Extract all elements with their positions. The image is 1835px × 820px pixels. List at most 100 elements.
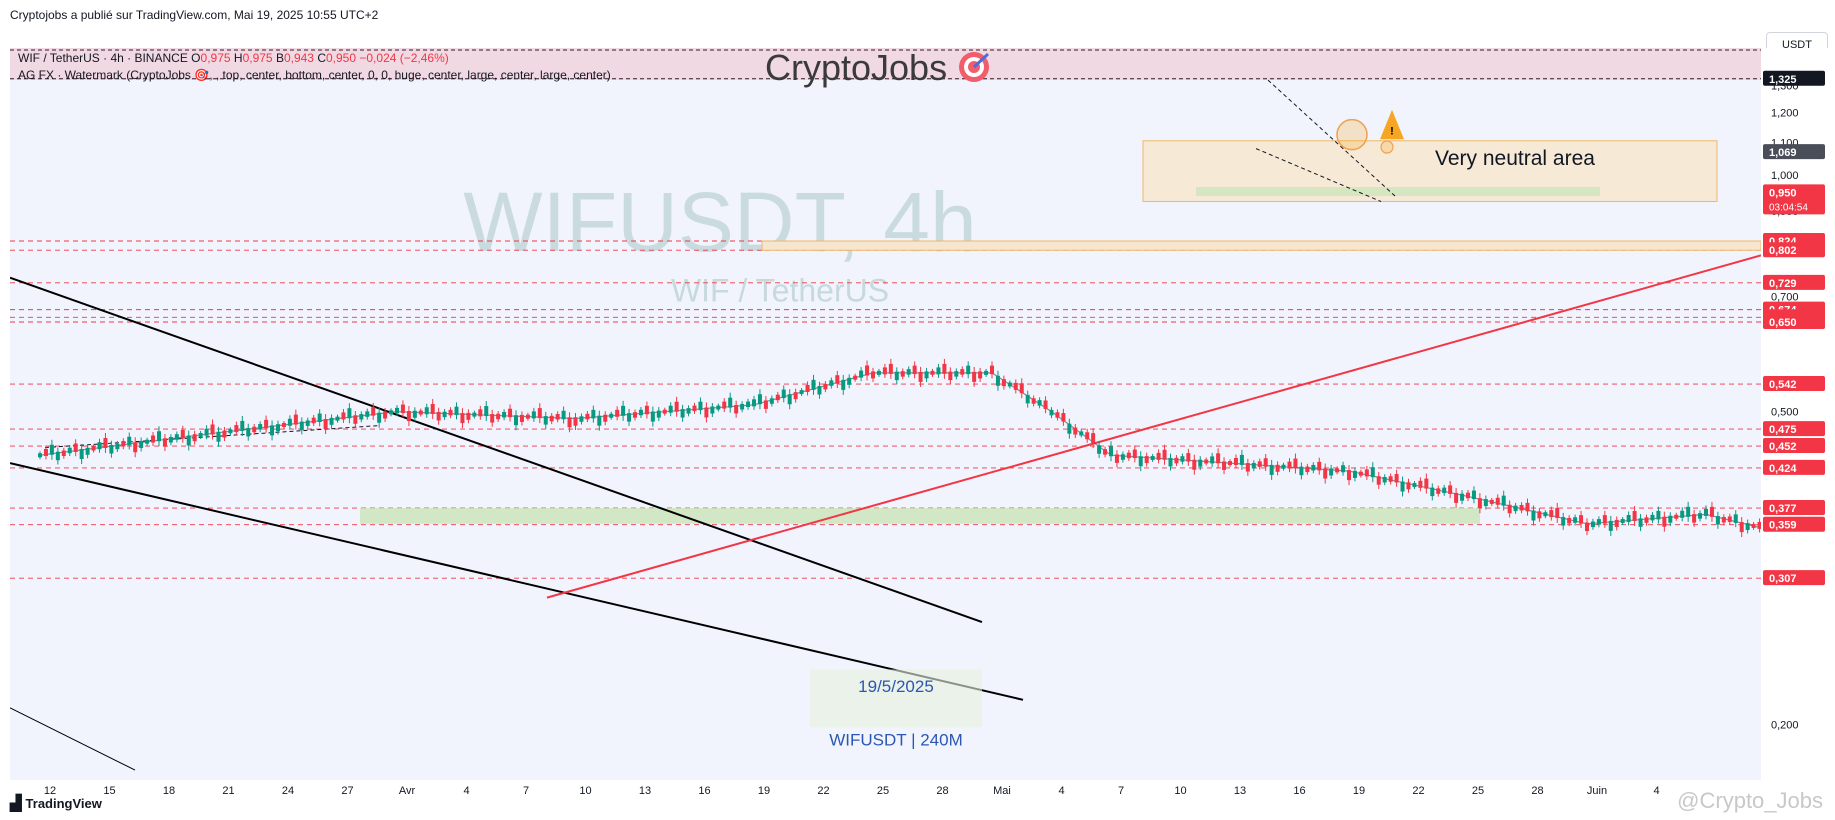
bottom-watermark: @Crypto_Jobs (1677, 788, 1823, 813)
candle-body (1138, 456, 1143, 467)
candle-body (1103, 449, 1108, 455)
time-tick-label: 28 (1531, 785, 1543, 797)
price-label-box (1763, 459, 1825, 475)
candle-body (1245, 463, 1250, 472)
candle-body (859, 370, 864, 378)
candle-body (1132, 449, 1137, 459)
candle-body (638, 409, 643, 416)
watermark-band (10, 48, 1761, 80)
time-tick-label: 19 (758, 785, 770, 797)
candle-body (341, 412, 346, 420)
candle-body (978, 371, 983, 379)
brand-text: CryptoJobs (765, 47, 948, 88)
candle-body (1114, 454, 1119, 463)
candle-body (752, 399, 756, 407)
candle-body (287, 418, 292, 426)
candle-body (192, 434, 197, 442)
price-label: 0,377 (1769, 503, 1797, 515)
candle-body (1019, 383, 1024, 394)
candle-body (1537, 511, 1542, 519)
candle-body (888, 363, 893, 374)
candle-body (1590, 521, 1595, 528)
candle-body (1579, 515, 1584, 524)
candle-body (222, 430, 227, 438)
candle-body (1031, 398, 1036, 404)
candle-body (561, 410, 566, 420)
candle-body (1424, 478, 1429, 489)
time-tick-label: 13 (639, 785, 651, 797)
candle-body (591, 409, 596, 419)
candle-body (97, 442, 102, 450)
candle-body (1204, 459, 1209, 464)
candle-body (115, 443, 120, 450)
candle-body (1727, 516, 1732, 522)
price-label: 0,475 (1769, 424, 1797, 436)
candle-body (490, 414, 495, 423)
price-label-box (1763, 570, 1825, 586)
candle-body (168, 436, 173, 443)
candle-body (43, 448, 48, 456)
candle-body (805, 384, 810, 392)
candle-body (650, 411, 655, 422)
candle-body (1257, 461, 1262, 467)
lower-trendline (9, 462, 1024, 701)
time-tick-label: 4 (1653, 785, 1659, 797)
indicator-line[interactable]: AG FX · Watermark (CryptoJobs 🎯, , top, … (18, 68, 611, 82)
candle-body (454, 406, 459, 416)
candle-body (1632, 511, 1637, 522)
candle-body (1376, 476, 1381, 485)
chart-area[interactable]: WIFUSDT, 4h WIF / TetherUS! Very neutral a… (9, 48, 1835, 780)
candle-body (270, 425, 275, 436)
candle-body (1460, 493, 1465, 501)
time-axis[interactable]: 12 15 18 21 24 27 Avr 4 7 10 13 16 19 22 25 28 Mai 4 7 10 13… (10, 780, 1761, 800)
time-tick-label: 22 (817, 785, 829, 797)
price-label-box (1763, 274, 1825, 290)
brand-title: CryptoJobs (765, 47, 991, 89)
time-tick-label: 19 (1353, 785, 1365, 797)
candle-body (252, 426, 257, 433)
candle-body (1674, 514, 1679, 519)
candle-body (1638, 518, 1643, 527)
candle-body (1644, 517, 1649, 523)
candle-body (728, 397, 733, 408)
time-tick-label: 10 (1174, 785, 1186, 797)
countdown-timer: 03:04:54 (1769, 202, 1808, 213)
candle-body (906, 369, 911, 375)
chart-canvas[interactable]: WIFUSDT, 4h WIF / TetherUS! Very neutral a… (9, 48, 1835, 780)
tradingview-logo[interactable]: ▟ TradingView (10, 794, 102, 812)
price-label: 0,542 (1769, 379, 1797, 391)
candle-body (389, 410, 394, 415)
candle-body (299, 421, 304, 431)
candle-body (448, 409, 453, 416)
candle-body (1501, 495, 1506, 506)
candle-body (1626, 515, 1631, 523)
candle-body (377, 412, 382, 423)
candle-body (109, 444, 114, 454)
candle-body (1692, 514, 1697, 523)
symbol-line[interactable]: WIF / TetherUS · 4h · BINANCE (18, 51, 188, 65)
candle-body (228, 429, 233, 434)
candle-body (847, 377, 852, 385)
legend: WIF / TetherUS · 4h · BINANCE O0,975 H0,… (18, 50, 611, 84)
candle-body (329, 417, 334, 425)
time-tick-label: 22 (1412, 785, 1424, 797)
time-tick-label: 28 (936, 785, 948, 797)
candle-body (1483, 499, 1488, 507)
price-label: 0,359 (1769, 520, 1797, 532)
candle-body (293, 414, 298, 425)
candle-body (1442, 487, 1447, 494)
candle-body (871, 371, 875, 379)
candle-body (1602, 515, 1607, 524)
highlight-circle (1336, 118, 1368, 151)
price-label-box (1763, 184, 1825, 215)
price-axis[interactable]: 1,3001,2001,1001,0000,9000,7000,5000,200… (1761, 48, 1835, 780)
candle-body (478, 409, 483, 417)
time-tick-label: 7 (1118, 785, 1124, 797)
candle-body (1531, 510, 1536, 521)
candle-body (1305, 466, 1310, 473)
time-tick-label: 4 (463, 785, 469, 797)
candle-body (335, 416, 340, 421)
candle-body (716, 405, 721, 410)
time-tick-label: 16 (698, 785, 710, 797)
high-value: H0,975 (233, 51, 273, 65)
